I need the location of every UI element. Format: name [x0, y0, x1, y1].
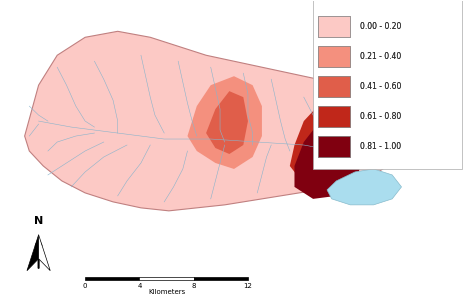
Bar — [318, 16, 351, 37]
Text: 0.41 - 0.60: 0.41 - 0.60 — [359, 82, 401, 91]
Polygon shape — [327, 169, 402, 205]
Text: 4: 4 — [137, 283, 142, 289]
Text: 0.81 - 1.00: 0.81 - 1.00 — [359, 142, 401, 151]
Bar — [318, 136, 351, 157]
Text: 0.00 - 0.20: 0.00 - 0.20 — [359, 22, 401, 31]
Bar — [318, 106, 351, 127]
Polygon shape — [206, 91, 248, 154]
Text: 0.21 - 0.40: 0.21 - 0.40 — [359, 52, 401, 61]
Text: Kilometers: Kilometers — [148, 289, 185, 295]
Text: 0.81 - 1.00: 0.81 - 1.00 — [359, 142, 401, 151]
Text: 8: 8 — [191, 283, 196, 289]
Polygon shape — [290, 106, 355, 181]
Text: 0.21 - 0.40: 0.21 - 0.40 — [359, 52, 401, 61]
Text: 0: 0 — [83, 283, 88, 289]
Bar — [318, 106, 351, 127]
Bar — [318, 16, 351, 37]
Text: 0.41 - 0.60: 0.41 - 0.60 — [359, 82, 401, 91]
Text: 0.00 - 0.20: 0.00 - 0.20 — [359, 22, 401, 31]
Polygon shape — [38, 235, 50, 271]
Bar — [318, 136, 351, 157]
Polygon shape — [25, 31, 406, 211]
Bar — [318, 76, 351, 97]
Text: 12: 12 — [243, 283, 252, 289]
Bar — [139, 277, 194, 280]
Bar — [194, 277, 248, 280]
Bar — [318, 76, 351, 97]
Text: N: N — [34, 216, 43, 226]
Bar — [313, 0, 462, 169]
Polygon shape — [27, 235, 38, 271]
Bar — [85, 277, 139, 280]
Polygon shape — [294, 124, 359, 199]
Text: 0.61 - 0.80: 0.61 - 0.80 — [359, 112, 401, 121]
Bar — [318, 46, 351, 67]
Bar — [318, 46, 351, 67]
Text: 0.61 - 0.80: 0.61 - 0.80 — [359, 112, 401, 121]
Polygon shape — [188, 76, 262, 169]
